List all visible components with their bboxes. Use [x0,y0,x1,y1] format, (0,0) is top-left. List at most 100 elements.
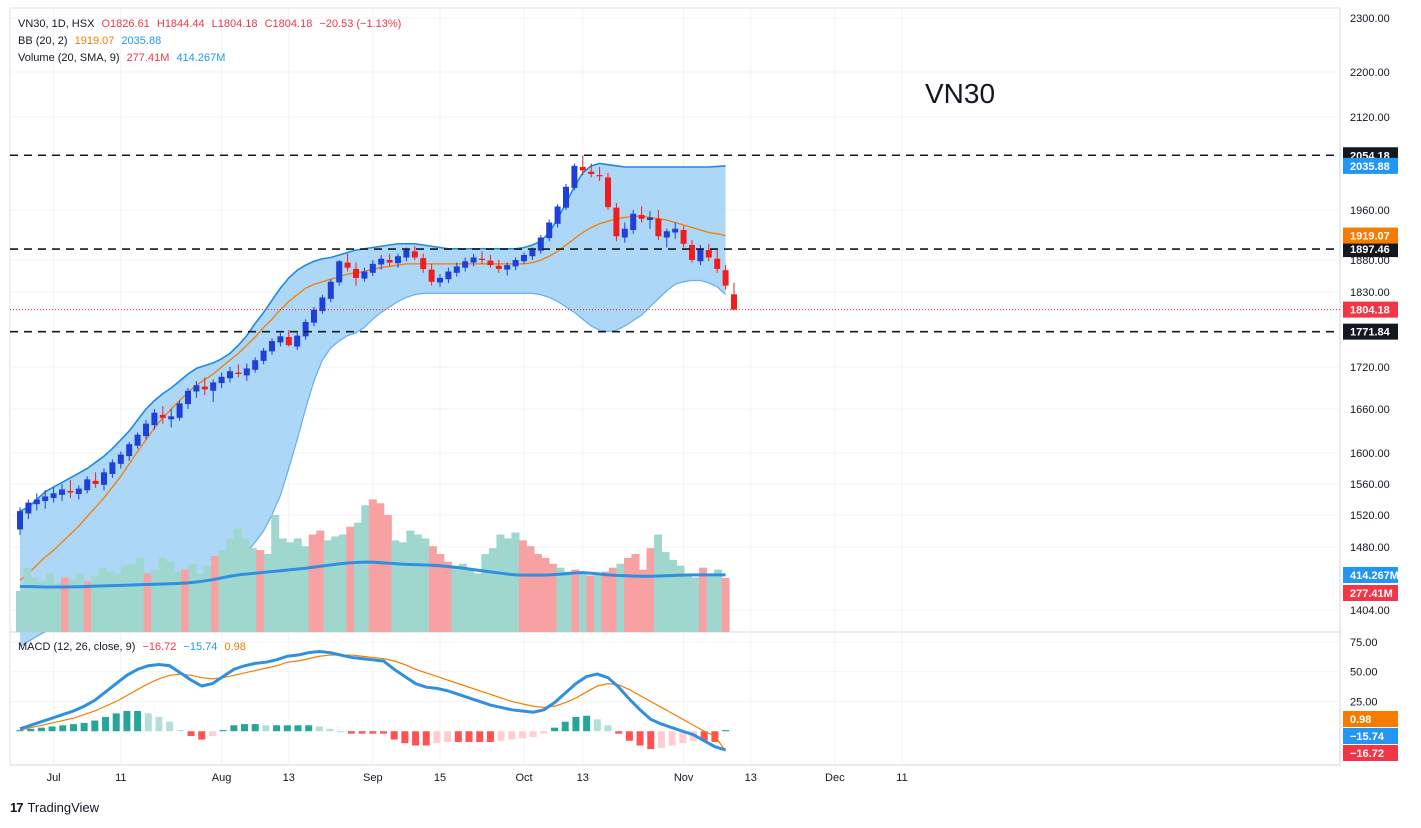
price-badge-level-2 [1343,323,1398,340]
candle-body [395,256,401,264]
candle-body [369,263,376,273]
macd-hist-bar [486,731,494,742]
volume-bar [241,538,250,632]
legend-macd-signal: −15.74 [183,641,218,653]
time-tick-10: Dec [825,772,845,784]
volume-bar [188,563,197,632]
volume-bar [76,573,85,632]
volume-bar [481,554,490,632]
macd-hist-bar [37,727,45,732]
macd-hist-bar [91,720,99,732]
macd-hist-bar [700,731,708,741]
volume-bar [684,573,693,632]
volume-bar [233,528,242,632]
legend-macd-label[interactable]: MACD (12, 26, close, 9) [18,641,136,653]
macd-hist-bar [251,724,259,732]
candlesticks[interactable] [10,155,1340,535]
candle-body [605,177,611,208]
candle-body [50,493,57,498]
macd-hist-bar [112,713,120,732]
volume-bar [203,565,212,632]
macd-hist-bar [155,716,163,732]
legend-vol-label[interactable]: Volume (20, SMA, 9) [18,52,120,64]
price-levels: 2054.181897.461771.842035.881919.071804.… [10,147,1399,761]
legend-macd-hist: 0.98 [224,641,246,653]
macd-hist-bar [48,726,56,732]
macd-hist-bar [444,731,452,742]
macd-tick-1: 50.00 [1350,667,1378,679]
price-badge-label-0 [1343,157,1398,174]
macd-hist-bar [219,730,227,732]
volume-bar [16,591,24,632]
price-badge-label-label-4: 277.41M [1350,588,1393,600]
volume-bar [428,546,437,632]
macd-hist-bar [176,730,184,732]
macd-badge-label-1: −15.74 [1350,731,1385,743]
candle-body [302,322,309,337]
candle-body [495,265,502,269]
volume-bar [376,503,385,632]
macd-hist-bar [379,731,387,734]
volume-bar [271,515,280,632]
time-tick-1: 11 [115,772,126,784]
candle-body [117,454,124,464]
volume-bar [451,567,460,632]
candle-body [386,260,393,263]
volume-bar [436,554,445,632]
volume-bar [98,567,107,632]
macd-hist-bar [390,731,398,740]
volume-bar [473,573,482,632]
macd-hist-bar [358,731,366,734]
macd-signal-line [19,654,727,752]
volume-bar [699,567,708,632]
macd-hist-bar [401,731,409,744]
candle-body [294,335,301,347]
candle-body [630,213,637,230]
candle-body [84,479,91,491]
candle-body [579,166,586,171]
volume-bar [181,569,190,632]
volume-bar [646,548,655,632]
time-tick-0: Jul [47,772,61,784]
price-badge-label-level-2: 1771.84 [1350,327,1391,339]
candle-body [235,372,242,374]
candle-body [126,444,133,457]
macd-hist-bar [305,725,313,732]
macd-hist-bar [337,731,345,733]
volume-bar [286,542,295,632]
volume-bar [616,563,625,632]
axes: 2300.00 2200.00 2120.00 1960.00 1880.00 1830.… [47,13,1390,784]
volume-bar [106,571,115,632]
candle-body [193,385,200,392]
candle-body [159,414,166,418]
macd-hist-bar [625,731,633,741]
volume-bar [383,515,392,632]
candle-body [613,207,620,237]
candle-body [537,237,544,251]
legend-bb-label[interactable]: BB (20, 2) [18,35,68,47]
candle-body [311,309,317,323]
macd-hist-bar [241,724,249,732]
legend-vol-sma: 414.267M [176,52,226,64]
macd-hist-bar [166,721,174,732]
candle-body [210,382,217,391]
candle-body [33,499,40,505]
candle-body [672,228,679,233]
volume-bar [218,550,227,632]
candle-body [705,250,712,258]
volume-bar [143,573,152,632]
volume-bar [278,538,287,632]
brand[interactable]: 17 TradingView [10,800,99,815]
price-tick-0: 2300.00 [1350,13,1390,25]
price-tick-2: 2120.00 [1350,112,1390,124]
candle-body [336,261,343,283]
volume-bar [593,573,602,632]
time-tick-4: Sep [363,772,383,784]
legend-symbol[interactable]: VN30, 1D, HSX [18,18,95,30]
macd-hist-bar [80,722,88,732]
price-badge-label-label-2: 1804.18 [1350,305,1390,317]
bb-fill [20,163,726,647]
candle-body [75,488,82,495]
macd-hist-bar [433,731,441,744]
